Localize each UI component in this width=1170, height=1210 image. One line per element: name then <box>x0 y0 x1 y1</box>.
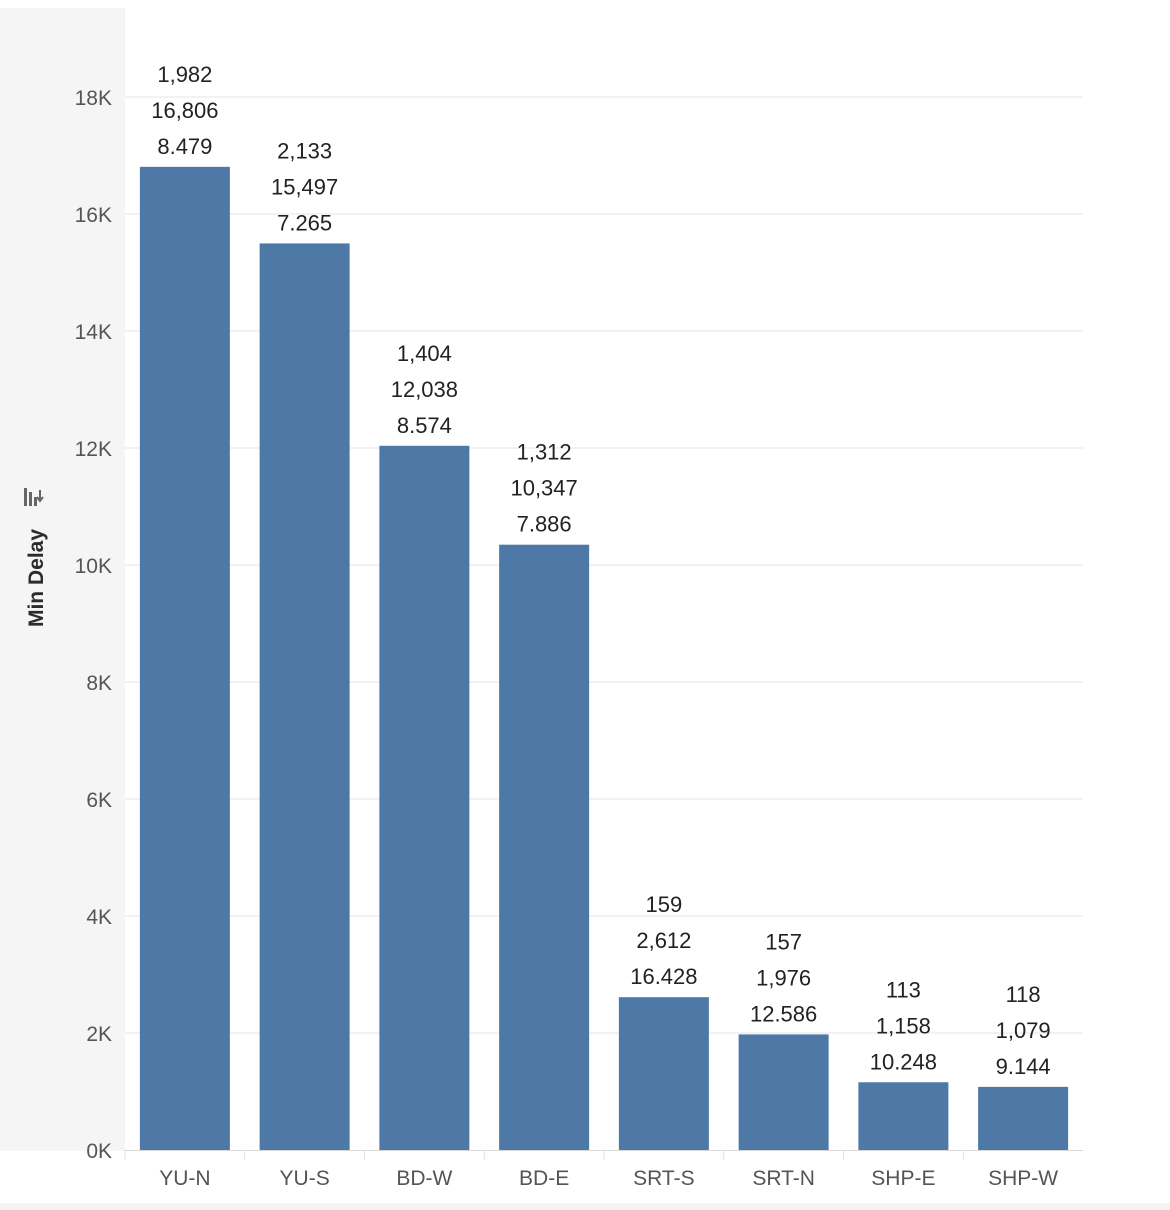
data-label: 15,497 <box>271 174 338 199</box>
data-label: 12.586 <box>750 1001 817 1026</box>
y-tick-label: 2K <box>86 1023 112 1046</box>
data-label: 7.265 <box>277 210 332 235</box>
data-label: 159 <box>646 892 683 917</box>
bar-srt-n[interactable] <box>738 1034 829 1150</box>
y-tick-label: 6K <box>86 789 112 812</box>
data-label: 1,982 <box>157 62 212 87</box>
y-tick-label: 12K <box>75 438 112 461</box>
y-tick-label: 8K <box>86 672 112 695</box>
x-tick-label: YU-S <box>280 1167 330 1190</box>
y-tick-label: 14K <box>75 321 112 344</box>
data-label: 1,312 <box>517 440 572 465</box>
bars <box>139 166 1069 1151</box>
data-label: 1,976 <box>756 965 811 990</box>
data-label: 7.886 <box>517 512 572 537</box>
bar-shp-w[interactable] <box>978 1086 1069 1150</box>
bar-shp-e[interactable] <box>858 1082 949 1150</box>
y-tick-label: 16K <box>75 204 112 227</box>
y-axis-label-group: Min Delay <box>25 529 48 627</box>
y-tick-label: 4K <box>86 906 112 929</box>
y-axis-ticks: 0K 2K 4K 6K 8K 10K 12K 14K 16K 18K <box>75 87 112 1163</box>
data-label: 8.574 <box>397 413 452 438</box>
bottom-strip <box>0 1203 1170 1210</box>
data-label: 1,079 <box>996 1018 1051 1043</box>
data-labels: 1,982 16,806 8.479 2,133 15,497 7.265 1,404 12,… <box>151 62 1050 1079</box>
x-tick-label: SRT-N <box>752 1167 815 1190</box>
x-tick-label: SHP-E <box>871 1167 935 1190</box>
bar-yu-s[interactable] <box>259 243 350 1150</box>
data-label: 2,612 <box>636 928 691 953</box>
bar-bd-e[interactable] <box>499 544 590 1150</box>
data-label: 8.479 <box>157 134 212 159</box>
bar-bd-w[interactable] <box>379 445 470 1151</box>
x-tick-label: SRT-S <box>633 1167 694 1190</box>
y-tick-label: 10K <box>75 555 112 578</box>
bar-srt-s[interactable] <box>618 997 709 1150</box>
data-label: 2,133 <box>277 138 332 163</box>
bar-yu-n[interactable] <box>139 166 230 1150</box>
y-tick-label: 18K <box>75 87 112 110</box>
data-label: 10.248 <box>870 1049 937 1074</box>
data-label: 157 <box>765 929 802 954</box>
data-label: 10,347 <box>510 476 577 501</box>
x-axis-ticks: YU-N YU-S BD-W BD-E SRT-S SRT-N SHP-E SHP-W <box>124 1150 1058 1190</box>
x-tick-label: BD-W <box>396 1167 452 1190</box>
sort-descending-icon[interactable] <box>24 488 44 506</box>
data-label: 1,404 <box>397 341 452 366</box>
data-label: 118 <box>1006 982 1041 1007</box>
x-tick-label: YU-N <box>159 1167 210 1190</box>
data-label: 113 <box>886 977 921 1002</box>
y-axis-panel <box>0 8 125 1151</box>
data-label: 12,038 <box>391 377 458 402</box>
data-label: 1,158 <box>876 1013 931 1038</box>
data-label: 16.428 <box>630 964 697 989</box>
data-label: 9.144 <box>996 1054 1051 1079</box>
y-tick-label: 0K <box>86 1140 112 1163</box>
x-tick-label: SHP-W <box>988 1167 1058 1190</box>
x-tick-label: BD-E <box>519 1167 569 1190</box>
y-axis-label: Min Delay <box>25 529 48 627</box>
data-label: 16,806 <box>151 98 218 123</box>
